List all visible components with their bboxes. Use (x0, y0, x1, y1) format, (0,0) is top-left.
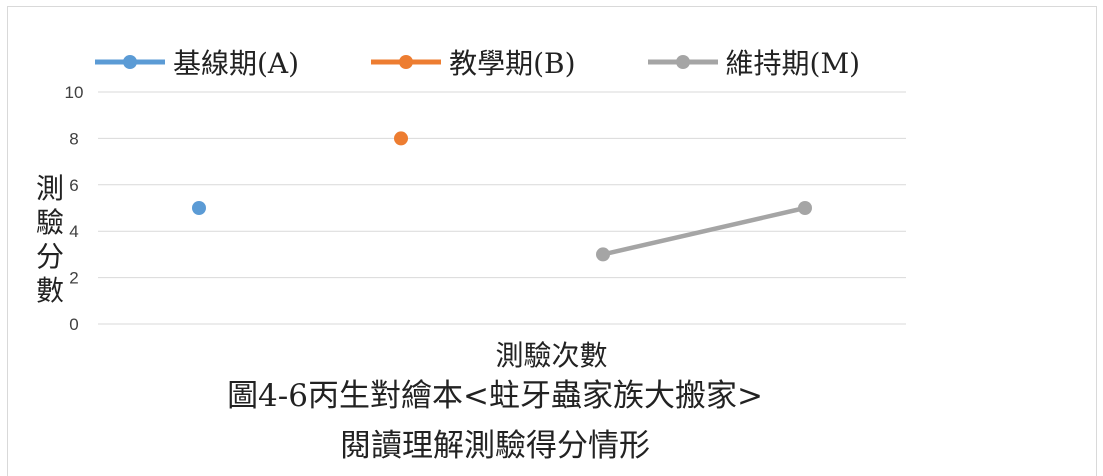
legend-label-baseline: 基線期(A) (173, 47, 300, 80)
legend-dot-maintenance (675, 55, 690, 69)
legend-item-maintenance: 維持期(M) (647, 42, 861, 82)
legend-label-maintenance: 維持期(M) (725, 47, 861, 80)
legend-marker-maintenance (647, 55, 718, 69)
y-tick-label-10: 10 (65, 83, 84, 102)
y-axis-label: 測驗分數 (35, 172, 64, 307)
legend-item-teaching: 教學期(B) (371, 42, 576, 82)
chart-legend: 基線期(A) 教學期(B) 維持期(M) (95, 42, 932, 82)
data-point-1-0 (394, 131, 408, 146)
series-line-2 (602, 205, 806, 257)
legend-label-teaching: 教學期(B) (449, 47, 576, 80)
y-tick-label-4: 4 (69, 222, 78, 241)
legend-marker-baseline (95, 55, 165, 69)
figure-caption-line-1: 圖4-6丙生對繪本<蛀牙蟲家族大搬家> (227, 378, 763, 414)
chart-frame (7, 6, 1097, 476)
figure-caption-line-2: 閱讀理解測驗得分情形 (340, 428, 650, 464)
data-point-2-1 (798, 201, 812, 215)
legend-marker-teaching (371, 55, 442, 69)
y-tick-label-6: 6 (69, 176, 78, 195)
legend-dot-teaching (399, 55, 414, 69)
y-tick-label-2: 2 (69, 269, 78, 288)
legend-item-baseline: 基線期(A) (95, 42, 299, 82)
data-point-0-0 (192, 201, 206, 215)
y-tick-label-8: 8 (69, 129, 78, 148)
x-axis-label: 測驗次數 (495, 339, 608, 372)
data-point-2-0 (596, 247, 610, 262)
legend-dot-baseline (123, 55, 137, 69)
y-tick-label-0: 0 (69, 315, 78, 334)
